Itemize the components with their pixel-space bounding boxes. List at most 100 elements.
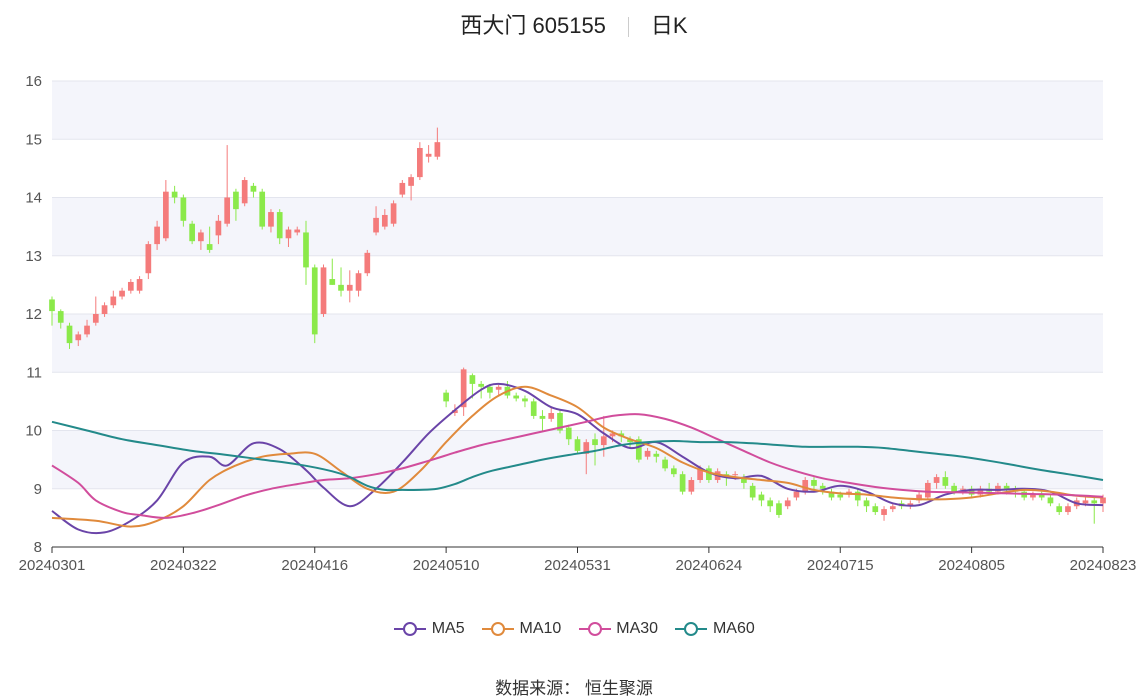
y-tick-label: 13 <box>25 248 42 265</box>
candle-body <box>688 480 695 492</box>
plot-band <box>52 314 1103 373</box>
candle-body <box>960 488 966 490</box>
candle <box>635 436 642 463</box>
candle-body <box>1100 497 1106 504</box>
candle-body <box>662 459 668 469</box>
candle-body <box>276 212 283 239</box>
candle <box>276 209 283 245</box>
x-tick-label: 20240510 <box>413 557 480 574</box>
candle-body <box>854 491 861 501</box>
candle <box>119 287 125 300</box>
candle <box>539 410 546 431</box>
candle-body <box>530 401 537 416</box>
legend-ma60[interactable]: MA60 <box>674 620 755 638</box>
x-tick-label: 20240715 <box>807 557 874 574</box>
candle-body <box>92 314 99 323</box>
candle-body <box>320 267 327 314</box>
candle <box>259 188 266 230</box>
candle-body <box>268 212 274 227</box>
candle-body <box>977 488 984 495</box>
x-tick-label: 20240624 <box>676 557 743 574</box>
candle <box>495 385 502 396</box>
candle <box>522 395 528 408</box>
candle <box>460 367 467 416</box>
candle <box>390 200 397 227</box>
x-tick-label: 20240416 <box>281 557 348 574</box>
y-axis: 8 9 10 11 12 13 14 15 16 <box>25 73 42 556</box>
candle-body <box>487 386 493 393</box>
candle <box>136 276 143 294</box>
ma10-line <box>51 385 1104 528</box>
candle-body <box>574 439 581 451</box>
legend-ma30[interactable]: MA30 <box>578 620 658 638</box>
candle <box>154 220 160 250</box>
candle-body <box>548 413 555 419</box>
legend-label: MA10 <box>519 620 562 637</box>
candle-body <box>522 398 528 402</box>
candle-body <box>802 480 809 492</box>
candle-body <box>119 290 125 297</box>
ma-lines <box>51 382 1104 535</box>
candle <box>1038 491 1045 501</box>
source-value: 恒生聚源 <box>584 679 653 698</box>
candle <box>127 279 134 294</box>
candle-body <box>565 427 572 440</box>
candle-body <box>399 182 406 195</box>
candle-body <box>136 279 143 291</box>
candle-body <box>1003 485 1010 489</box>
candle <box>828 488 835 501</box>
candle-body <box>49 299 55 312</box>
candle <box>346 270 353 303</box>
candle-body <box>145 244 152 274</box>
candle-body <box>819 485 826 489</box>
candle <box>364 249 371 277</box>
candle-body <box>224 197 231 224</box>
candle <box>819 482 826 495</box>
candle <box>679 471 686 495</box>
candle-body <box>1047 497 1054 504</box>
candle-body <box>557 413 563 431</box>
candle-body <box>417 147 423 178</box>
legend-ma5[interactable]: MA5 <box>393 620 465 638</box>
candle <box>75 331 82 347</box>
legend-ma10[interactable]: MA10 <box>481 620 561 638</box>
candle <box>863 497 870 513</box>
candle-body <box>408 177 414 186</box>
candle-body <box>863 500 870 507</box>
candle-body <box>1056 506 1063 513</box>
candle <box>215 214 222 245</box>
candle-body <box>189 223 195 242</box>
candle <box>294 226 301 236</box>
candle <box>443 389 449 408</box>
candle-body <box>697 468 703 481</box>
candle <box>487 383 493 399</box>
candle <box>311 264 318 344</box>
candle-body <box>390 203 397 224</box>
candle <box>338 267 344 297</box>
candle <box>670 465 677 478</box>
candle-body <box>425 153 432 157</box>
candle-body <box>198 232 204 242</box>
candle <box>758 491 765 507</box>
ma10-legend-icon <box>482 621 515 636</box>
candle-body <box>793 491 800 498</box>
candle-body <box>84 325 90 335</box>
candle <box>653 450 660 463</box>
candle-body <box>644 450 651 457</box>
plot-band <box>52 81 1103 140</box>
candle <box>854 488 861 507</box>
candle-body <box>837 494 844 498</box>
candle-body <box>373 217 379 233</box>
x-tick-label: 20240823 <box>1070 557 1137 574</box>
y-tick-label: 9 <box>34 481 42 498</box>
candle <box>198 229 204 250</box>
candle <box>417 142 423 181</box>
candle-body <box>758 494 765 501</box>
candle <box>513 392 520 402</box>
candle <box>381 209 388 230</box>
candle-body <box>329 279 336 285</box>
ma30-legend-icon <box>578 621 611 636</box>
candle <box>163 180 169 242</box>
candle <box>57 309 64 329</box>
ma5-line <box>51 382 1104 535</box>
